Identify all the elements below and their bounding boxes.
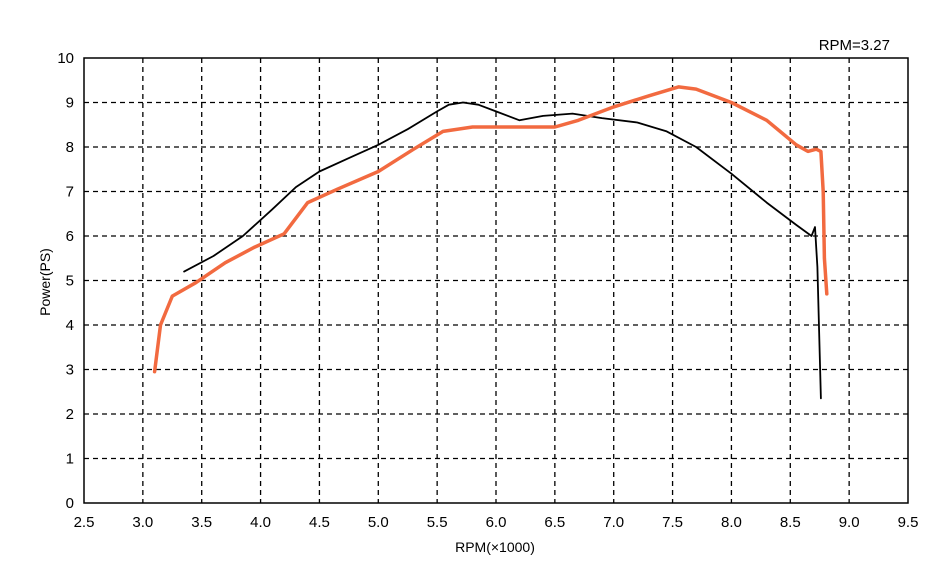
y-tick-label: 9 — [66, 95, 74, 112]
y-tick-label: 3 — [66, 362, 74, 379]
x-tick-label: 9.0 — [839, 514, 860, 531]
y-tick-label: 4 — [66, 317, 74, 334]
x-tick-label: 7.5 — [662, 514, 683, 531]
x-tick-label: 2.5 — [74, 514, 95, 531]
y-axis-label: Power(PS) — [37, 248, 53, 316]
x-tick-label: 4.0 — [250, 514, 271, 531]
y-tick-labels: 0 1 2 3 4 5 6 7 8 9 10 — [57, 50, 74, 512]
x-tick-label: 3.5 — [191, 514, 212, 531]
x-axis-label: RPM(×1000) — [455, 539, 535, 555]
y-tick-label: 8 — [66, 139, 74, 156]
x-tick-label: 6.5 — [544, 514, 565, 531]
x-tick-label: 3.0 — [132, 514, 153, 531]
y-tick-label: 1 — [66, 451, 74, 468]
x-tick-label: 8.5 — [780, 514, 801, 531]
x-tick-label: 5.5 — [427, 514, 448, 531]
y-tick-label: 10 — [57, 50, 74, 67]
x-tick-label: 6.0 — [486, 514, 507, 531]
x-tick-label: 4.5 — [309, 514, 330, 531]
x-tick-label: 8.0 — [721, 514, 742, 531]
rpm-readout: RPM=3.27 — [819, 37, 890, 54]
y-tick-label: 0 — [66, 495, 74, 512]
y-tick-label: 2 — [66, 406, 74, 423]
series-line-2 — [152, 85, 829, 374]
x-tick-label: 5.0 — [368, 514, 389, 531]
y-tick-label: 6 — [66, 228, 74, 245]
series-line-1 — [183, 101, 822, 400]
series-layer — [152, 85, 829, 400]
y-tick-label: 7 — [66, 184, 74, 201]
plot-frame — [83, 57, 909, 504]
x-tick-label: 7.0 — [603, 514, 624, 531]
x-tick-labels: 2.5 3.0 3.5 4.0 4.5 5.0 5.5 6.0 6.5 7.0 7.5 8.0 8.5 9… — [74, 514, 919, 531]
x-tick-label: 9.5 — [898, 514, 919, 531]
y-tick-label: 5 — [66, 273, 74, 290]
grid — [84, 58, 908, 503]
